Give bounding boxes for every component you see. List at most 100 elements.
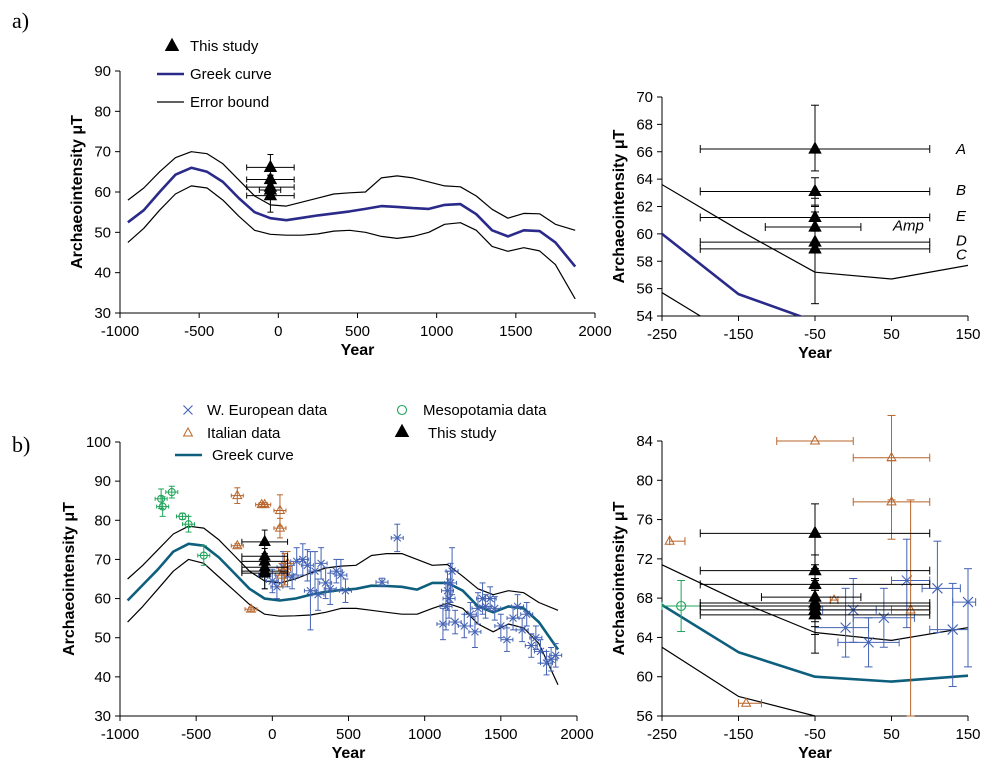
w-european-point — [314, 590, 322, 599]
italian-point — [828, 594, 840, 604]
y-tick-label: 66 — [636, 144, 653, 161]
w-european-point — [509, 614, 517, 623]
x-tick-label: 0 — [274, 323, 282, 340]
w-european-point — [448, 567, 456, 576]
this-study-point — [258, 566, 271, 578]
x-tick-label: -500 — [181, 726, 211, 743]
legend-this-study-label: This study — [428, 425, 497, 442]
y-tick-label: 64 — [636, 171, 653, 188]
sample-label-b: B — [956, 182, 966, 199]
x-axis-title: Year — [798, 745, 832, 762]
lower-error-bound-line — [662, 292, 701, 316]
w-european-point — [311, 567, 319, 576]
x-tick-label: 2000 — [560, 726, 593, 743]
x-tick-label: 1000 — [408, 726, 441, 743]
y-axis-title: Archaeointensity μT — [61, 502, 78, 656]
this-study-point — [808, 241, 822, 254]
this-study-point — [808, 525, 822, 538]
w-european-point — [527, 641, 536, 650]
italian-point — [232, 489, 243, 500]
y-tick-label: 72 — [636, 551, 653, 568]
italian-point — [905, 603, 916, 614]
mesopotamia-point — [167, 488, 176, 497]
w-european-point — [442, 602, 450, 611]
greek-curve-line — [662, 603, 968, 683]
w-european-point — [460, 622, 469, 630]
legend-this-study-marker — [164, 37, 180, 51]
mesopotamia-point — [676, 600, 687, 612]
x-tick-label: 150 — [955, 726, 980, 743]
w-european-point — [471, 627, 479, 636]
y-tick-label: 30 — [94, 305, 111, 322]
y-tick-label: 80 — [636, 472, 653, 489]
italian-point — [274, 504, 286, 515]
w-european-point — [393, 534, 402, 542]
y-tick-label: 40 — [94, 265, 111, 282]
sample-label-e: E — [956, 208, 967, 225]
x-tick-label: 500 — [336, 726, 361, 743]
this-study-point — [808, 607, 822, 620]
legend-greek-curve-label: Greek curve — [212, 447, 294, 464]
x-tick-label: -500 — [184, 323, 214, 340]
italian-point — [886, 495, 897, 506]
legend-mesopotamia-marker — [396, 404, 408, 416]
w-european-point — [341, 586, 350, 595]
x-tick-label: 150 — [955, 326, 980, 343]
mesopotamia-point — [184, 520, 193, 529]
w-european-point — [840, 622, 851, 633]
y-tick-label: 62 — [636, 199, 653, 216]
w-european-point — [962, 596, 974, 608]
sample-label-amp: Amp — [892, 218, 924, 235]
y-tick-label: 84 — [636, 433, 653, 450]
x-tick-label: 1000 — [420, 323, 453, 340]
w-european-point — [513, 602, 522, 611]
x-tick-label: -250 — [647, 326, 677, 343]
italian-point — [245, 603, 257, 613]
y-tick-label: 50 — [94, 224, 111, 241]
w-european-point — [326, 584, 335, 593]
w-european-point — [443, 586, 452, 595]
w-european-point — [481, 602, 490, 611]
this-study-point — [808, 141, 822, 154]
y-tick-label: 60 — [636, 669, 653, 686]
chart-a-zoom: 54 56 58 60 62 64 66 68 70 -250 -150 -50 50 150 Year Ar… — [611, 89, 981, 362]
x-tick-label: 50 — [883, 326, 900, 343]
this-study-point — [808, 183, 822, 197]
mesopotamia-point — [158, 502, 167, 511]
y-tick-label: 90 — [94, 63, 111, 80]
y-tick-label: 56 — [636, 281, 653, 298]
legend-w-european-marker — [183, 405, 193, 415]
greek-curve-line — [127, 166, 577, 268]
italian-point — [279, 563, 290, 573]
y-axis-title: Archaeointensity μT — [611, 129, 628, 283]
legend-w-european-label: W. European data — [207, 402, 328, 419]
w-european-point — [268, 577, 277, 585]
y-tick-label: 30 — [94, 708, 111, 725]
y-tick-label: 100 — [86, 434, 111, 451]
panel-label-b: b) — [12, 432, 30, 457]
legend-italian-marker — [182, 427, 194, 437]
w-european-point — [947, 624, 959, 635]
legend-greek-curve-label: Greek curve — [190, 66, 272, 83]
x-axis-title: Year — [332, 745, 366, 762]
chart-b-main: 30 40 50 60 70 80 90 100 -1000 -500 0 500 1000 1500 20… — [61, 402, 594, 762]
w-european-point — [439, 620, 447, 628]
w-european-point — [503, 635, 511, 644]
w-european-point — [522, 610, 531, 619]
x-tick-label: 1500 — [499, 323, 532, 340]
x-tick-label: 2000 — [578, 323, 611, 340]
italian-point — [259, 498, 270, 509]
y-tick-label: 70 — [636, 89, 653, 106]
w-european-point — [273, 582, 281, 591]
italian-point — [809, 435, 821, 445]
w-european-point — [551, 651, 560, 660]
legend-italian-label: Italian data — [207, 425, 281, 442]
y-tick-label: 76 — [636, 512, 653, 529]
x-tick-label: -1000 — [101, 726, 139, 743]
w-european-point — [306, 586, 315, 595]
w-european-point — [445, 594, 453, 603]
mesopotamia-point — [157, 494, 166, 503]
w-european-point — [336, 571, 345, 579]
y-tick-label: 68 — [636, 116, 653, 133]
